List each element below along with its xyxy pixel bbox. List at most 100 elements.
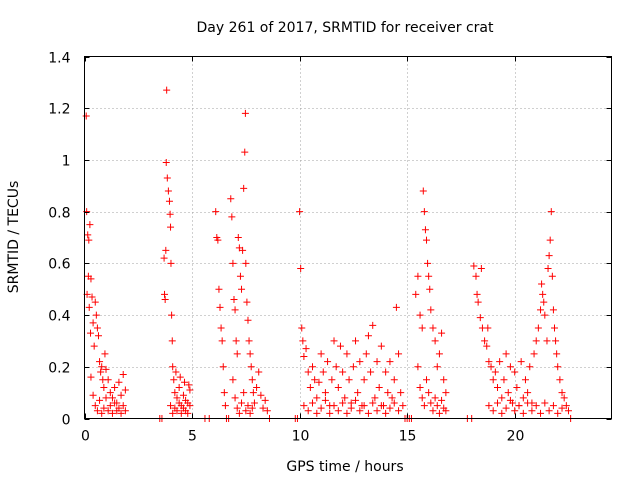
data-point	[377, 342, 385, 350]
data-point	[115, 378, 123, 386]
data-point	[182, 396, 190, 404]
data-point	[343, 409, 351, 417]
data-point	[184, 409, 192, 417]
data-point	[302, 345, 310, 353]
data-point	[106, 402, 114, 410]
data-point	[245, 337, 253, 345]
x-tick-label: 20	[507, 429, 525, 445]
data-point	[435, 350, 443, 358]
data-point	[502, 404, 510, 412]
y-tick-label: 0.4	[48, 309, 70, 325]
data-point	[526, 363, 534, 371]
data-point	[104, 376, 112, 384]
data-point	[102, 365, 110, 373]
data-point	[102, 394, 110, 402]
y-tick-label: 0	[62, 413, 71, 429]
data-point	[424, 259, 432, 267]
data-point	[412, 290, 420, 298]
data-point	[299, 337, 307, 345]
data-point	[163, 86, 171, 94]
data-point	[440, 376, 448, 384]
data-point	[549, 402, 557, 410]
data-point	[553, 350, 561, 358]
data-point	[425, 272, 433, 280]
data-point	[96, 358, 104, 366]
data-point	[521, 376, 529, 384]
data-point	[121, 386, 129, 394]
data-point	[513, 383, 521, 391]
data-point	[418, 394, 426, 402]
data-point	[233, 350, 241, 358]
data-point	[321, 396, 329, 404]
y-tick-label: 1.2	[48, 102, 70, 118]
data-point	[328, 376, 336, 384]
data-point	[240, 184, 248, 192]
data-point	[179, 404, 187, 412]
data-point	[476, 314, 484, 322]
data-point	[423, 236, 431, 244]
data-point	[108, 394, 116, 402]
data-point	[86, 221, 94, 229]
data-point	[119, 402, 127, 410]
data-point	[364, 332, 372, 340]
data-point	[373, 407, 381, 415]
data-point	[332, 363, 340, 371]
data-point	[104, 407, 112, 415]
data-point	[167, 223, 175, 231]
data-point	[498, 394, 506, 402]
data-point	[414, 363, 422, 371]
data-point	[554, 363, 562, 371]
data-point	[545, 252, 553, 260]
data-point	[481, 337, 489, 345]
data-point	[165, 197, 173, 205]
data-point	[431, 394, 439, 402]
data-point	[229, 376, 237, 384]
data-point	[418, 324, 426, 332]
data-point	[330, 402, 338, 410]
data-point	[221, 402, 229, 410]
data-point	[528, 407, 536, 415]
data-point	[241, 148, 249, 156]
x-tick-label: 5	[188, 429, 197, 445]
data-point	[309, 399, 317, 407]
data-point	[442, 389, 450, 397]
data-point	[496, 358, 504, 366]
data-point	[234, 234, 242, 241]
data-point	[247, 363, 255, 371]
data-point	[166, 210, 174, 218]
data-point	[242, 407, 250, 415]
data-point	[232, 337, 240, 345]
data-point	[93, 407, 101, 415]
data-point	[345, 376, 353, 384]
x-tick-label: 10	[292, 429, 310, 445]
data-point	[212, 208, 220, 216]
data-point	[483, 342, 491, 350]
data-point	[487, 363, 495, 371]
data-point	[369, 399, 377, 407]
data-point	[429, 324, 437, 332]
data-point	[97, 368, 105, 376]
data-point	[549, 306, 557, 314]
data-point	[255, 368, 263, 376]
data-point	[259, 404, 267, 412]
data-point	[306, 383, 314, 391]
plot-frame	[84, 56, 612, 419]
data-point	[524, 389, 532, 397]
x-tick-label: 15	[399, 429, 417, 445]
data-point	[537, 306, 545, 314]
data-point	[177, 409, 185, 417]
data-point	[100, 404, 108, 412]
data-point	[558, 389, 566, 397]
data-point	[427, 306, 435, 314]
data-point	[313, 394, 321, 402]
data-point	[506, 396, 514, 404]
data-point	[82, 112, 90, 120]
data-point	[300, 402, 308, 410]
data-point	[395, 350, 403, 358]
data-point	[356, 407, 364, 415]
data-point	[472, 272, 480, 280]
data-point	[319, 368, 327, 376]
data-point	[548, 272, 556, 280]
data-point	[304, 407, 312, 415]
data-point	[500, 376, 508, 384]
